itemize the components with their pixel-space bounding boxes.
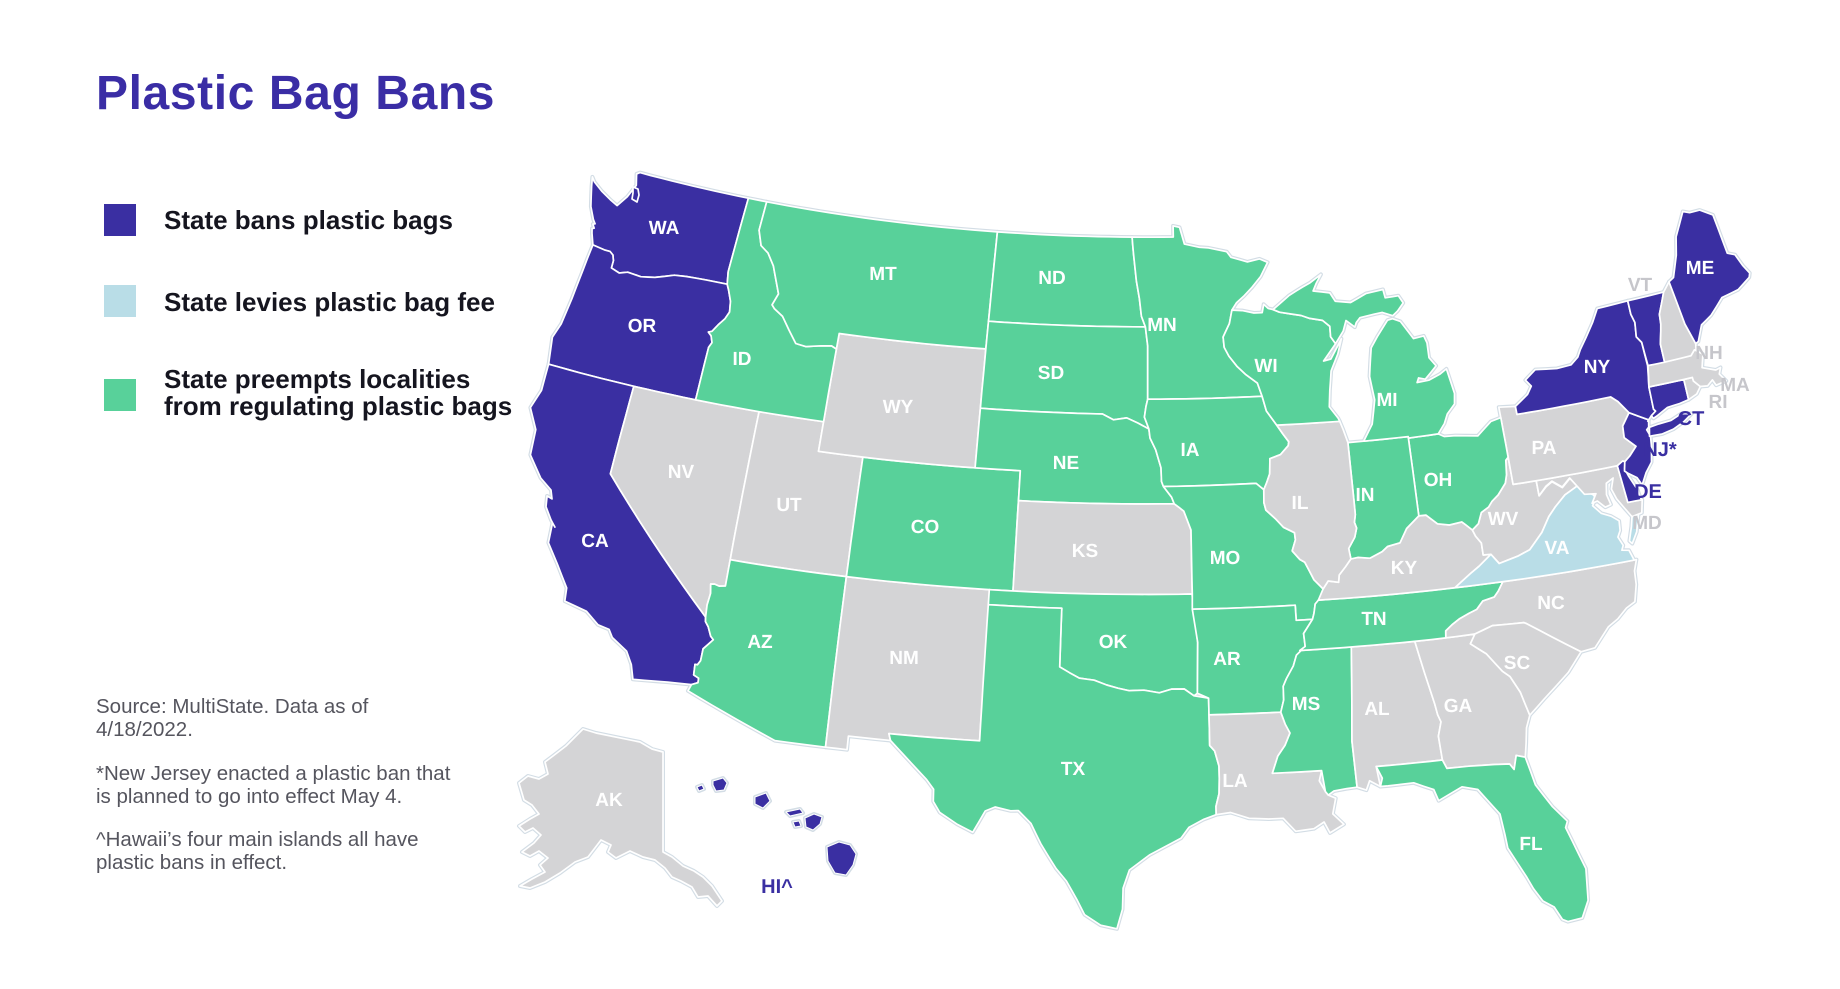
svg-text:NC: NC [1537, 593, 1565, 614]
svg-text:DE: DE [1634, 481, 1662, 503]
svg-text:ME: ME [1686, 258, 1715, 279]
svg-text:CO: CO [911, 517, 940, 538]
svg-text:ID: ID [733, 349, 752, 370]
svg-text:KS: KS [1072, 541, 1098, 562]
svg-text:WI: WI [1254, 356, 1277, 377]
svg-text:VT: VT [1628, 275, 1653, 296]
svg-text:AL: AL [1364, 699, 1390, 720]
svg-text:WA: WA [649, 218, 680, 239]
svg-text:IA: IA [1181, 440, 1200, 461]
svg-text:VA: VA [1545, 538, 1570, 559]
svg-text:NH: NH [1695, 343, 1722, 364]
svg-text:OH: OH [1424, 470, 1453, 491]
svg-text:NV: NV [668, 462, 695, 483]
svg-text:GA: GA [1444, 696, 1473, 717]
svg-text:NJ*: NJ* [1643, 439, 1677, 461]
svg-text:OR: OR [628, 316, 657, 337]
svg-text:AZ: AZ [747, 632, 773, 653]
svg-text:NM: NM [889, 648, 919, 669]
svg-text:KY: KY [1391, 558, 1418, 579]
svg-text:LA: LA [1222, 771, 1248, 792]
svg-text:AK: AK [595, 790, 623, 811]
svg-text:NE: NE [1053, 453, 1079, 474]
svg-text:MT: MT [869, 264, 897, 285]
svg-text:IL: IL [1292, 493, 1309, 514]
svg-text:MO: MO [1210, 548, 1241, 569]
svg-text:CA: CA [581, 531, 609, 552]
svg-text:AR: AR [1213, 649, 1241, 670]
svg-text:MI: MI [1376, 390, 1397, 411]
svg-text:NY: NY [1584, 357, 1611, 378]
svg-text:TX: TX [1061, 759, 1086, 780]
svg-text:ND: ND [1038, 268, 1065, 289]
svg-text:CT: CT [1678, 408, 1705, 430]
svg-text:MS: MS [1292, 694, 1321, 715]
svg-text:PA: PA [1532, 438, 1557, 459]
svg-text:SC: SC [1504, 653, 1531, 674]
svg-text:IN: IN [1356, 485, 1375, 506]
svg-text:MD: MD [1632, 513, 1662, 534]
svg-text:MA: MA [1720, 375, 1750, 396]
svg-text:MN: MN [1147, 315, 1177, 336]
svg-text:WV: WV [1488, 509, 1519, 530]
svg-text:TN: TN [1361, 609, 1386, 630]
svg-text:RI: RI [1709, 392, 1728, 413]
svg-text:HI^: HI^ [761, 876, 793, 898]
svg-text:OK: OK [1099, 632, 1128, 653]
svg-text:WY: WY [883, 397, 914, 418]
svg-text:FL: FL [1519, 834, 1543, 855]
svg-text:UT: UT [776, 495, 802, 516]
svg-text:SD: SD [1038, 363, 1064, 384]
